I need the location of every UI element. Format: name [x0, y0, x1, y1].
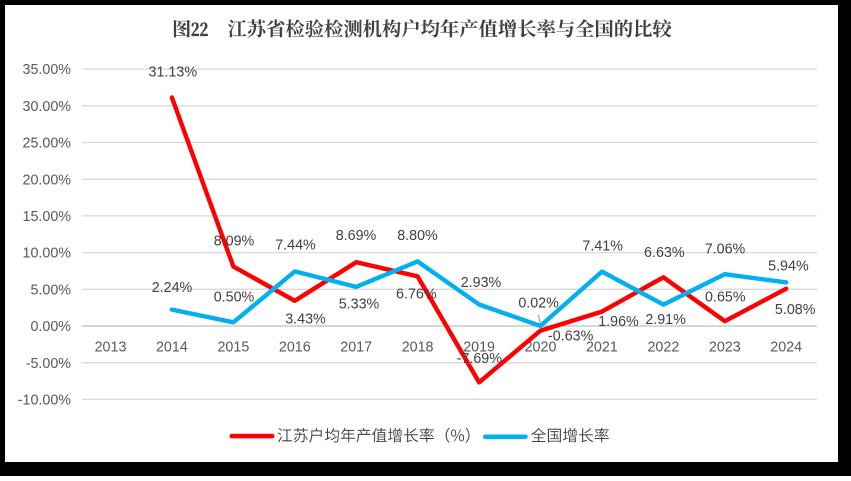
svg-text:2023: 2023 — [709, 339, 741, 355]
svg-text:8.69%: 8.69% — [336, 228, 377, 244]
svg-text:2014: 2014 — [156, 339, 188, 355]
svg-text:2022: 2022 — [647, 339, 679, 355]
svg-text:5.08%: 5.08% — [775, 302, 816, 318]
svg-text:2016: 2016 — [279, 339, 311, 355]
svg-text:20.00%: 20.00% — [23, 172, 72, 188]
svg-text:2017: 2017 — [340, 339, 372, 355]
svg-text:7.06%: 7.06% — [705, 242, 746, 258]
svg-text:10.00%: 10.00% — [23, 246, 72, 262]
svg-text:5.33%: 5.33% — [339, 297, 380, 313]
svg-text:2.93%: 2.93% — [461, 275, 502, 291]
svg-text:1.96%: 1.96% — [598, 314, 639, 330]
svg-text:2013: 2013 — [95, 339, 127, 355]
svg-text:0.02%: 0.02% — [518, 296, 559, 312]
svg-text:5.00%: 5.00% — [30, 282, 71, 298]
svg-text:8.09%: 8.09% — [214, 234, 255, 250]
svg-text:6.76%: 6.76% — [396, 287, 437, 303]
svg-text:2018: 2018 — [402, 339, 434, 355]
svg-text:2015: 2015 — [217, 339, 249, 355]
svg-text:7.41%: 7.41% — [582, 239, 623, 255]
svg-text:5.94%: 5.94% — [768, 259, 809, 275]
svg-text:6.63%: 6.63% — [644, 245, 685, 261]
svg-text:0.65%: 0.65% — [705, 289, 746, 305]
svg-text:-0.63%: -0.63% — [548, 329, 594, 345]
svg-text:-7.69%: -7.69% — [457, 351, 503, 367]
svg-text:-5.00%: -5.00% — [26, 356, 72, 372]
svg-text:15.00%: 15.00% — [23, 209, 72, 225]
svg-text:2019: 2019 — [463, 339, 495, 355]
svg-text:2.24%: 2.24% — [152, 280, 193, 296]
svg-text:3.43%: 3.43% — [285, 311, 326, 327]
svg-text:31.13%: 31.13% — [149, 64, 198, 80]
svg-text:7.44%: 7.44% — [275, 237, 316, 253]
svg-text:0.50%: 0.50% — [214, 290, 255, 306]
svg-text:-10.00%: -10.00% — [18, 393, 72, 409]
svg-text:0.00%: 0.00% — [30, 319, 71, 335]
svg-text:8.80%: 8.80% — [397, 228, 438, 244]
svg-text:35.00%: 35.00% — [23, 62, 72, 78]
svg-text:2020: 2020 — [525, 339, 557, 355]
svg-text:30.00%: 30.00% — [23, 99, 72, 115]
svg-text:2021: 2021 — [586, 339, 618, 355]
svg-text:2024: 2024 — [770, 339, 802, 355]
svg-text:2.91%: 2.91% — [645, 312, 686, 328]
svg-text:25.00%: 25.00% — [23, 136, 72, 152]
